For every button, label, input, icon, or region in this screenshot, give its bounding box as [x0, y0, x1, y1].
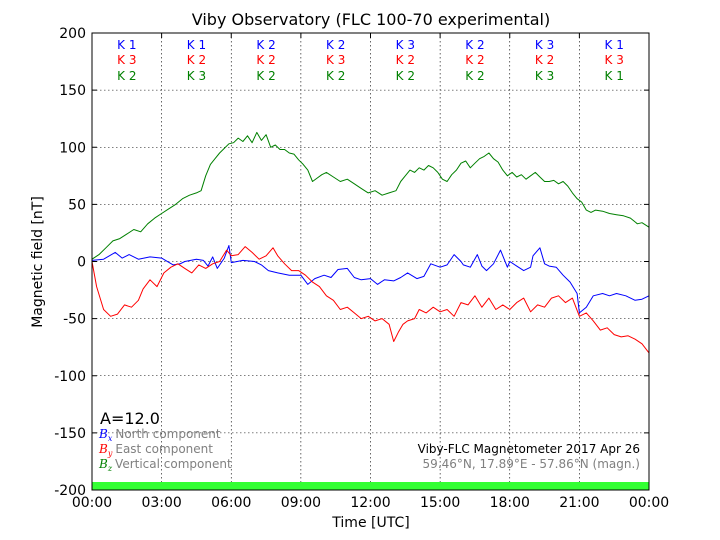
x-tick-label: 21:00: [559, 495, 599, 511]
k-index-north: K 1: [117, 38, 136, 52]
y-tick-label: -50: [63, 312, 86, 328]
k-index-north: K 3: [396, 38, 415, 52]
k-index-east: K 3: [326, 53, 345, 67]
legend-entry-y: By East component: [98, 442, 213, 458]
y-tick-label: 100: [59, 140, 86, 156]
plot-frame: [91, 32, 650, 491]
k-index-east: K 3: [117, 53, 136, 67]
legend-entry-z: Bz Vertical component: [98, 457, 232, 473]
k-index-north: K 2: [256, 38, 275, 52]
x-tick-label: 00:00: [72, 495, 112, 511]
k-index-vertical: K 2: [465, 69, 484, 83]
k-index-north: K 3: [535, 38, 554, 52]
k-index-vertical: K 3: [535, 69, 554, 83]
k-index-east: K 3: [605, 53, 624, 67]
k-index-vertical: K 2: [256, 69, 275, 83]
k-index-vertical: K 3: [187, 69, 206, 83]
a-index-label: A=12.0: [100, 409, 160, 428]
y-tick-label: 150: [59, 83, 86, 99]
series-line-vertical: [91, 131, 650, 260]
k-index-north: K 1: [187, 38, 206, 52]
y-axis-label: Magnetic field [nT]: [30, 196, 46, 328]
station-label: Viby-FLC Magnetometer 2017 Apr 26: [418, 442, 640, 456]
k-index-vertical: K 2: [396, 69, 415, 83]
x-tick-label: 06:00: [211, 495, 251, 511]
x-tick-label: 00:00: [629, 495, 669, 511]
x-tick-labels: 00:00 03:00 06:00 09:00 12:00 15:00 18:00 21:00…: [72, 495, 669, 511]
k-index-north: K 1: [605, 38, 624, 52]
x-tick-label: 15:00: [420, 495, 460, 511]
y-tick-label: 50: [68, 197, 86, 213]
k-index-vertical: K 1: [605, 69, 624, 83]
k-index-east: K 2: [396, 53, 415, 67]
y-tick-label: 0: [77, 255, 86, 271]
k-index-vertical: K 2: [117, 69, 136, 83]
x-tick-label: 18:00: [490, 495, 530, 511]
grid-lines: [91, 32, 650, 491]
legend-entry-x: Bx North component: [98, 427, 221, 443]
y-tick-label: -200: [54, 483, 86, 499]
k-index-east: K 2: [256, 53, 275, 67]
x-tick-label: 09:00: [281, 495, 321, 511]
x-tick-label: 12:00: [350, 495, 390, 511]
series-line-north: [91, 245, 650, 314]
k-index-east: K 2: [187, 53, 206, 67]
y-tick-label: 200: [59, 26, 86, 42]
y-tick-label: -150: [54, 426, 86, 442]
y-tick-label: -100: [54, 369, 86, 385]
k-index-east: K 2: [465, 53, 484, 67]
quality-bar-group: [92, 482, 649, 490]
series-line-east: [91, 246, 650, 354]
k-index-north: K 2: [326, 38, 345, 52]
k-index-north: K 2: [465, 38, 484, 52]
y-tick-labels: -200 -150 -100 -50 0 50 100 150 200: [54, 26, 86, 499]
k-index-vertical: K 2: [326, 69, 345, 83]
chart-title: Viby Observatory (FLC 100-70 experimenta…: [192, 10, 551, 29]
station-coordinates: 59.46°N, 17.89°E - 57.86°N (magn.): [423, 457, 640, 471]
x-tick-label: 03:00: [141, 495, 181, 511]
k-index-east: K 2: [535, 53, 554, 67]
x-axis-label: Time [UTC]: [331, 515, 409, 531]
series-lines: [91, 131, 650, 354]
quality-bar: [92, 482, 649, 490]
